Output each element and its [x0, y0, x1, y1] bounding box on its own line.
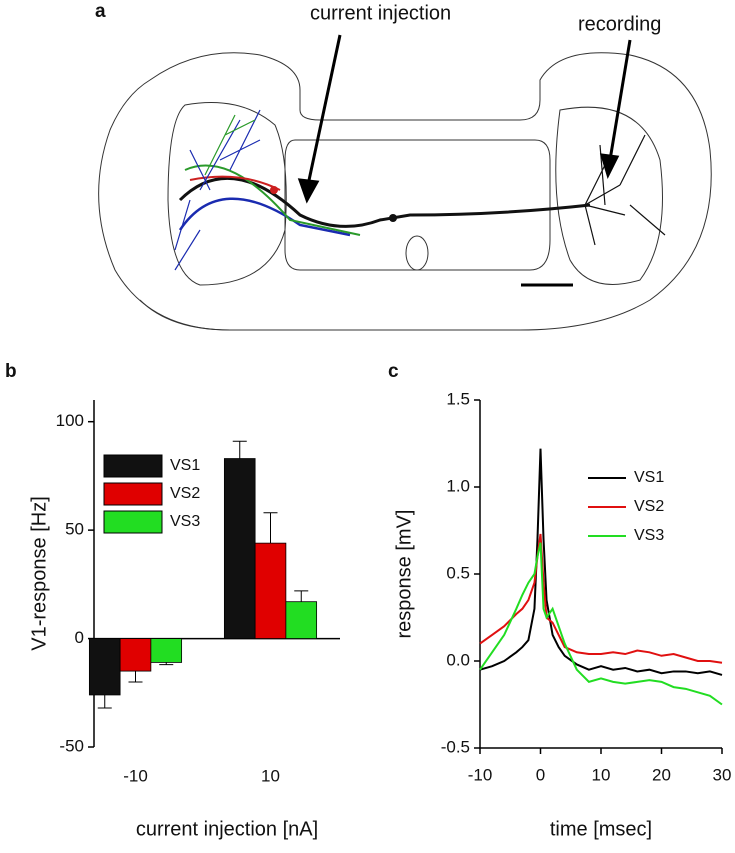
neuron-dendrites-right	[584, 134, 666, 246]
panel-label: b	[5, 361, 17, 382]
y-axis-title: response [mV]	[393, 510, 415, 639]
esophagus	[405, 235, 429, 271]
soma-red	[270, 186, 278, 194]
x-tick-label: 20	[652, 765, 671, 784]
outline	[98, 52, 712, 331]
y-axis-title: V1-response [Hz]	[28, 496, 50, 651]
bar	[254, 542, 287, 639]
error-bar	[159, 662, 174, 666]
error-bar	[294, 590, 309, 602]
y-tick-label: 100	[56, 411, 84, 430]
y-tick-label: 0.0	[446, 650, 470, 669]
brain-diagram	[98, 52, 712, 331]
arrow-head	[599, 153, 620, 180]
legend-label: VS2	[634, 498, 664, 515]
series-line	[479, 533, 723, 664]
neuron-green	[184, 164, 361, 236]
soma-black	[389, 214, 397, 222]
arrows	[297, 34, 632, 204]
panel-label: a	[95, 1, 106, 22]
central-brain	[284, 139, 551, 271]
error-bar	[232, 440, 247, 459]
legend-label: VS3	[634, 527, 664, 544]
panel-label: c	[388, 361, 399, 382]
x-tick-label: 30	[713, 765, 732, 784]
left-lobe	[167, 102, 287, 286]
arrow-shaft	[306, 34, 342, 186]
neuron-dendrites-left	[174, 109, 261, 271]
neuron-blue	[178, 197, 351, 237]
bar	[285, 601, 318, 639]
y-tick-label: 1.5	[446, 389, 470, 408]
x-tick-label: -10	[468, 765, 493, 784]
annotation: recording	[578, 13, 661, 35]
error-bar	[263, 512, 278, 544]
y-tick-label: -50	[59, 736, 84, 755]
bar	[88, 638, 121, 696]
neuron-axon	[178, 176, 591, 228]
legend-label: VS2	[170, 485, 200, 502]
arrow-shaft	[608, 39, 632, 161]
y-tick-label: -0.5	[441, 737, 470, 756]
x-axis-title: current injection [nA]	[136, 818, 318, 840]
legend-swatch	[103, 454, 163, 478]
series-line	[479, 542, 723, 706]
y-tick-label: 50	[65, 520, 84, 539]
contour	[139, 299, 231, 331]
y-tick-label: 0	[75, 628, 84, 647]
arrow-head	[297, 178, 320, 204]
error-bar	[128, 671, 143, 683]
x-tick-label: 0	[536, 765, 545, 784]
bar	[119, 638, 152, 672]
bar	[223, 458, 256, 639]
bar	[150, 638, 183, 663]
legend-swatch	[103, 482, 163, 506]
neurons	[174, 109, 666, 271]
x-tick-label: 10	[592, 765, 611, 784]
error-bar	[97, 694, 112, 709]
right-lobe	[555, 106, 663, 285]
neuron-red	[189, 175, 281, 191]
legend-label: VS3	[170, 513, 200, 530]
series-line	[479, 448, 723, 676]
legend-swatch	[103, 510, 163, 534]
legend-label: VS1	[170, 457, 200, 474]
annotation: current injection	[310, 2, 451, 24]
x-axis-title: time [msec]	[550, 818, 652, 840]
x-tick-label: 10	[261, 766, 280, 785]
x-tick-label: -10	[123, 766, 148, 785]
y-tick-label: 1.0	[446, 476, 470, 495]
legend-label: VS1	[634, 469, 664, 486]
y-tick-label: 0.5	[446, 563, 470, 582]
neuron-dendrites-green	[204, 114, 256, 176]
